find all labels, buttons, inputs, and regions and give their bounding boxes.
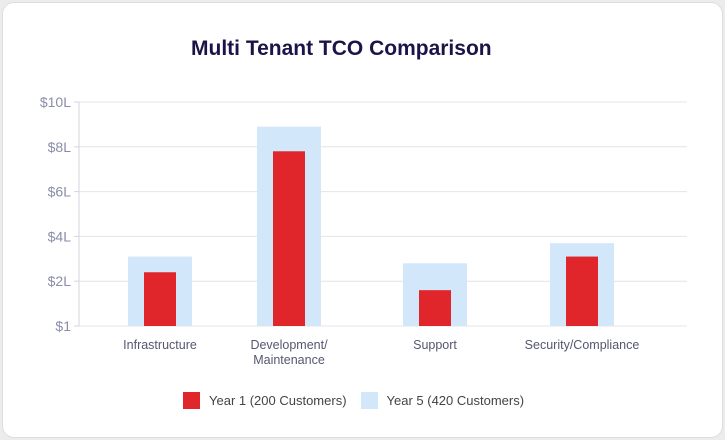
y-tick-label: $1 [55,318,71,334]
legend-swatch-year1 [183,392,200,409]
bar-year1 [273,151,305,326]
legend-label-year5: Year 5 (420 Customers) [386,393,525,408]
y-tick-label: $4L [48,228,72,244]
legend-item-year1[interactable]: Year 1 (200 Customers) [183,392,347,409]
y-tick-label: $10L [40,94,71,110]
y-tick-label: $8L [48,139,72,155]
y-tick-label: $2L [48,273,72,289]
legend-swatch-year5 [360,392,378,409]
bar-year1 [566,256,598,326]
x-tick-label: Security/Compliance [525,338,640,352]
legend-label-year1: Year 1 (200 Customers) [209,393,347,408]
x-tick-label: Infrastructure [123,338,197,352]
bar-chart: $1 $2L $4L $6L $8L $10L Infrastructure Developm… [40,94,687,367]
bar-year1 [419,290,451,326]
x-tick-label: Maintenance [253,353,325,367]
y-tick-label: $6L [48,184,72,200]
x-tick-label: Development/ [250,338,328,352]
legend-item-year5[interactable]: Year 5 (420 Customers) [360,392,525,409]
chart-title: Multi Tenant TCO Comparison [191,37,492,60]
bar-year1 [144,272,176,326]
legend: Year 1 (200 Customers) Year 5 (420 Custo… [183,392,538,409]
x-tick-label: Support [413,338,457,352]
